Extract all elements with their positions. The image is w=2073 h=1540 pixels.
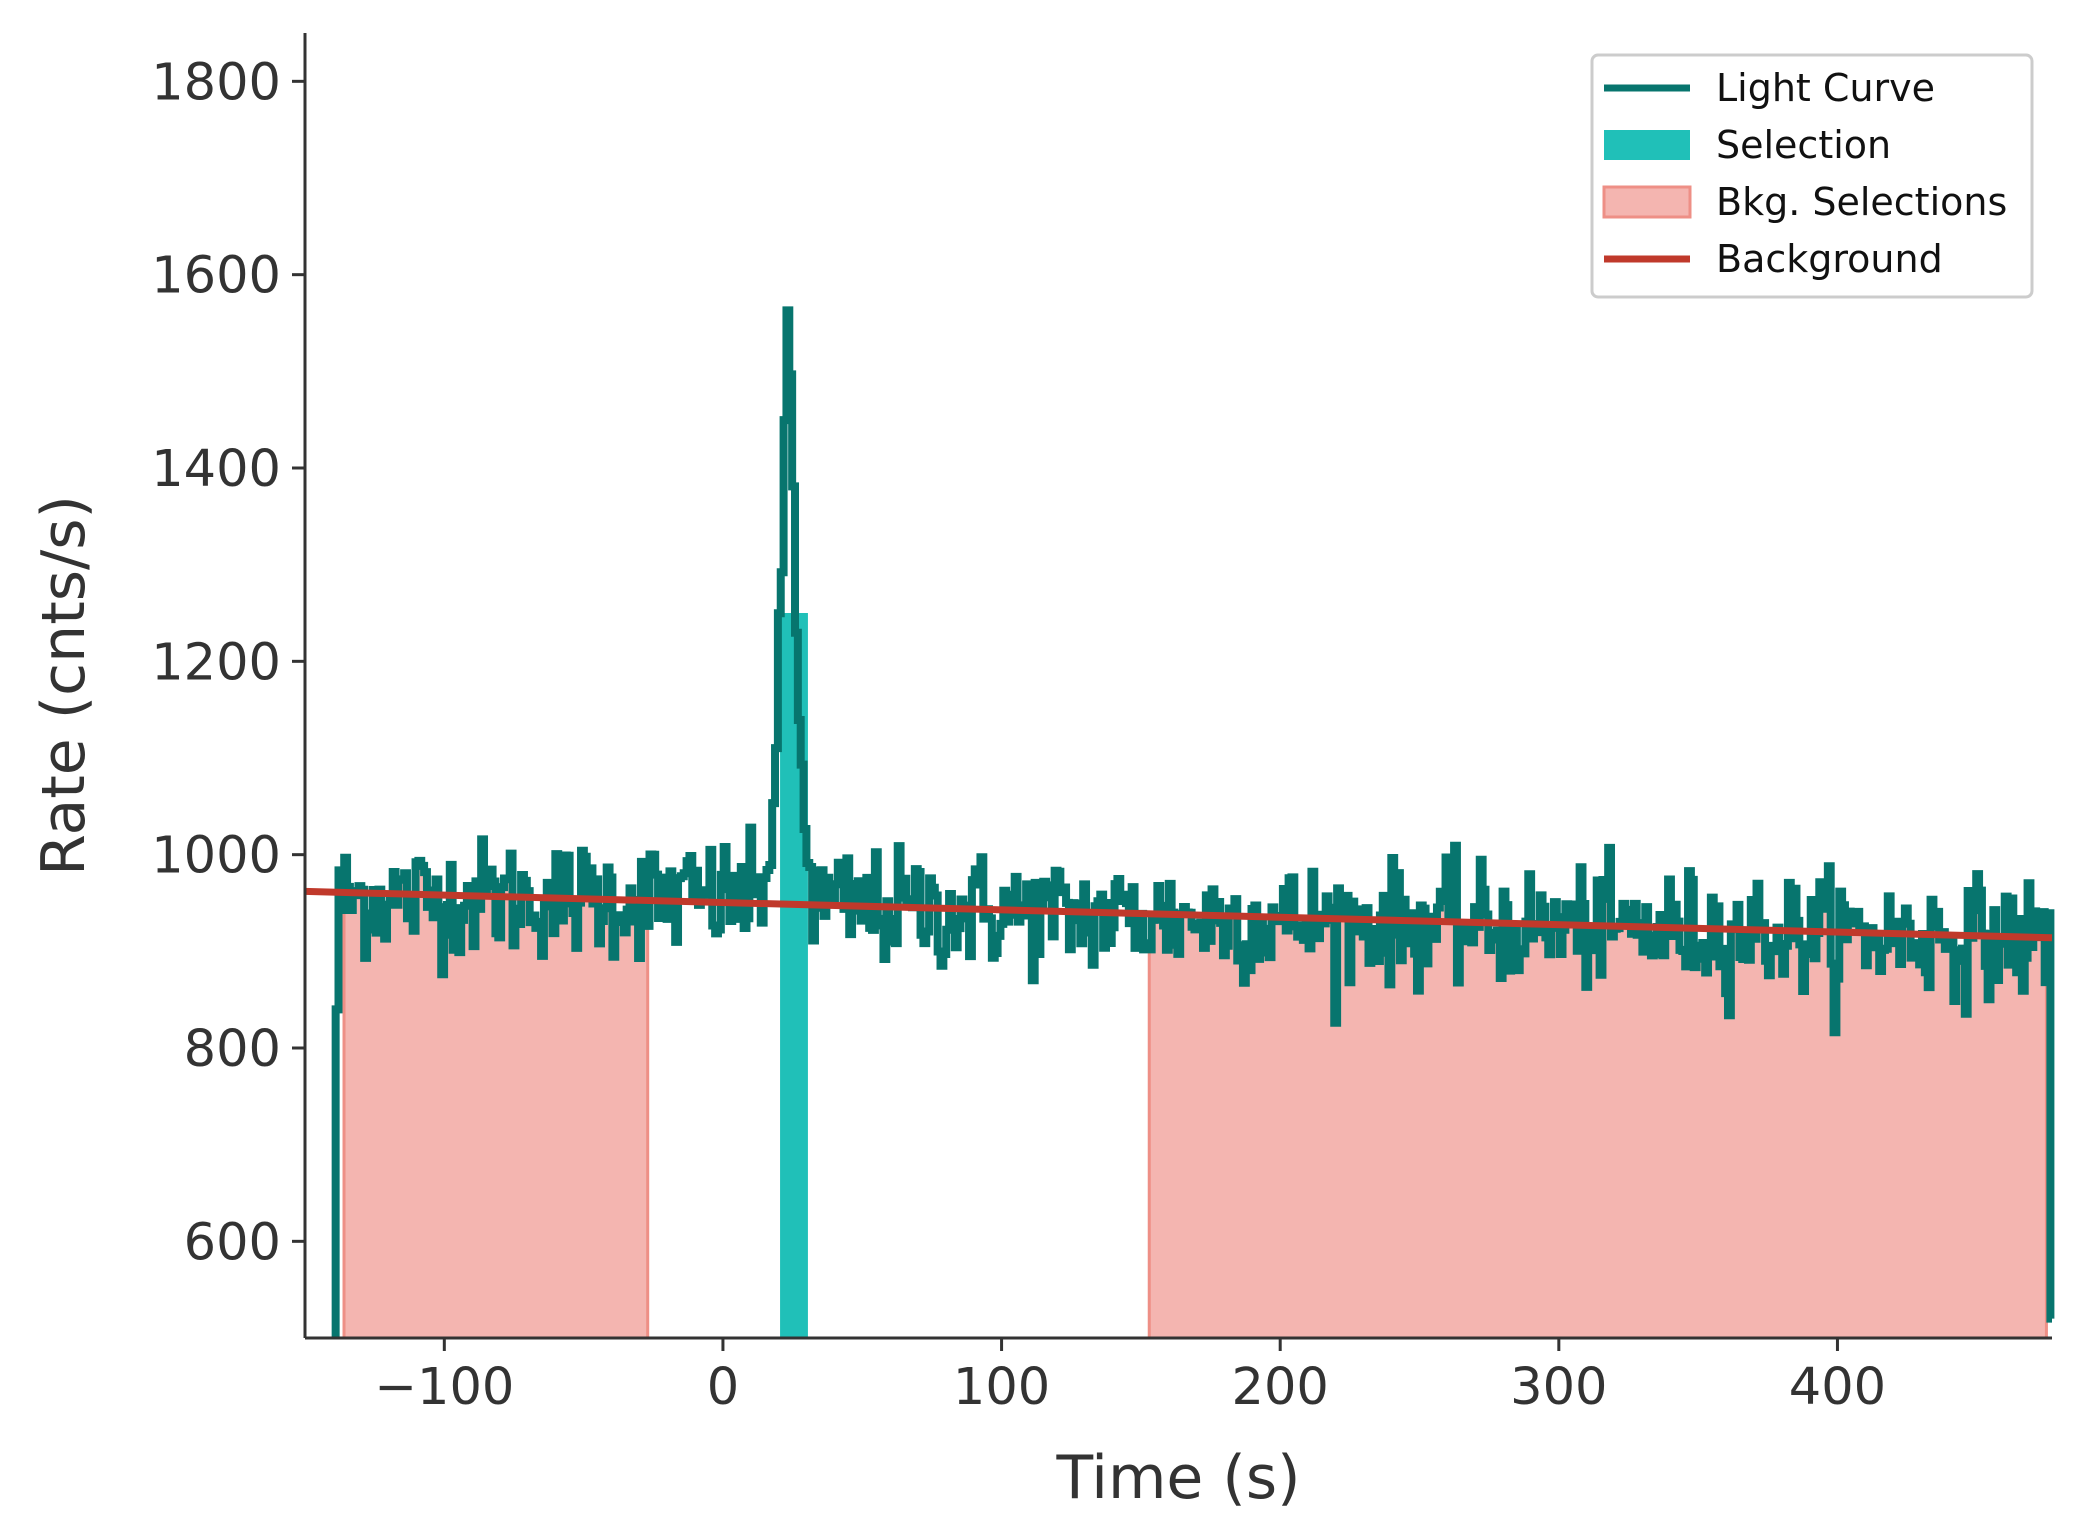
y-axis-title: Rate (cnts/s) xyxy=(29,495,99,876)
legend-label-selection: Selection xyxy=(1716,123,1891,167)
y-tick-label: 1000 xyxy=(151,827,281,886)
legend-label-bkg-selections: Bkg. Selections xyxy=(1716,180,2007,224)
legend-handle-bkg-selections xyxy=(1602,185,1692,219)
x-tick-label: 200 xyxy=(1232,1358,1329,1417)
y-tick-label: 1600 xyxy=(151,247,281,306)
y-tick-label: 1200 xyxy=(151,633,281,692)
legend: Light Curve Selection Bkg. Selections Backg… xyxy=(1590,53,2034,299)
axes xyxy=(292,33,2052,1351)
y-tick-label: 1400 xyxy=(151,440,281,499)
background-fit-layer xyxy=(304,887,2053,942)
legend-label-background: Background xyxy=(1716,237,1943,281)
tick-labels: −100 0 100 200 300 400 600 800 1000 1200 1400 1600 1… xyxy=(151,53,1886,1417)
y-tick-label: 800 xyxy=(184,1020,281,1079)
light-curve-line xyxy=(331,306,2055,1338)
legend-handle-selection xyxy=(1604,130,1690,160)
bkg-selection-area-2 xyxy=(1149,845,2047,1338)
y-tick-label: 600 xyxy=(184,1213,281,1272)
legend-box xyxy=(1590,53,2034,299)
x-tick-label: 300 xyxy=(1510,1358,1607,1417)
x-tick-label: 400 xyxy=(1789,1358,1886,1417)
y-tick-label: 1800 xyxy=(151,53,281,112)
legend-label-light-curve: Light Curve xyxy=(1716,66,1935,110)
x-axis-title: Time (s) xyxy=(1056,1443,1301,1513)
background-fit-line xyxy=(304,887,2053,942)
bkg-selection-area-1 xyxy=(344,839,648,1338)
light-curve-layer xyxy=(331,306,2055,1338)
x-tick-label: 100 xyxy=(953,1358,1050,1417)
x-tick-label: −100 xyxy=(374,1358,514,1417)
x-tick-label: 0 xyxy=(707,1358,739,1417)
background-selection-areas xyxy=(342,839,2048,1338)
